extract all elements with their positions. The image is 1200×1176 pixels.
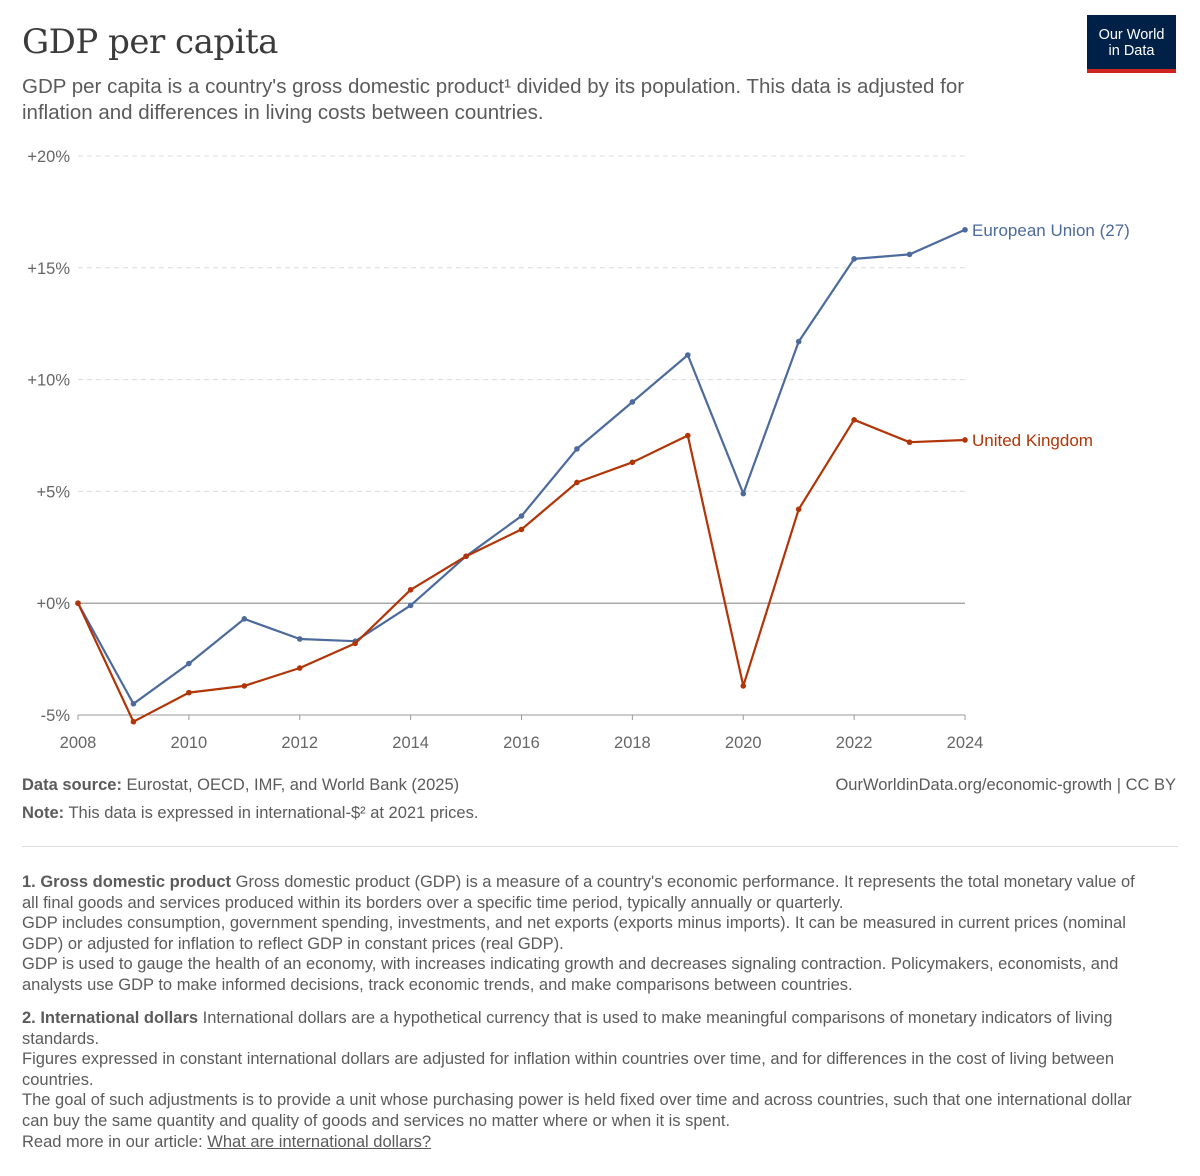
x-tick-label: 2010 — [171, 734, 208, 752]
data-point-uk — [518, 526, 525, 533]
x-tick-label: 2008 — [60, 734, 97, 752]
data-note: Note: This data is expressed in internat… — [22, 804, 478, 823]
footnote-1-line-3: GDP is used to gauge the health of an ec… — [22, 955, 1119, 994]
data-point-uk — [186, 689, 192, 696]
footnote-2-line-3: The goal of such adjustments is to provi… — [22, 1091, 1132, 1130]
data-point-eu — [629, 399, 636, 405]
series-labels: European Union (27) United Kingdom — [972, 221, 1130, 450]
y-tick-label: +0% — [37, 595, 71, 613]
data-point-eu — [518, 513, 525, 519]
data-point-eu — [962, 226, 968, 233]
chart-subtitle: GDP per capita is a country's gross dome… — [22, 75, 965, 124]
x-tick-label: 2020 — [725, 734, 762, 752]
data-source-label: Data source: — [22, 776, 122, 794]
data-point-eu — [186, 660, 192, 667]
data-point-uk — [75, 600, 81, 606]
footnote-2: 2. International dollars International d… — [22, 1008, 1152, 1152]
data-point-uk — [130, 718, 137, 725]
data-point-uk — [407, 586, 414, 593]
series-label-uk: United Kingdom — [972, 431, 1093, 450]
data-point-eu — [851, 256, 857, 262]
data-point-eu — [296, 636, 303, 642]
grid-layer — [78, 155, 965, 716]
data-source-text: Eurostat, OECD, IMF, and World Bank (202… — [126, 776, 460, 794]
data-point-eu — [740, 490, 747, 497]
data-point-eu — [795, 338, 802, 345]
footnote-2-line-2: Figures expressed in constant internatio… — [22, 1050, 1115, 1089]
x-tick-label: 2022 — [836, 734, 873, 752]
owid-logo[interactable]: Our World in Data — [1087, 15, 1176, 73]
data-point-eu — [241, 616, 248, 622]
series-layer — [75, 226, 968, 725]
series-label-eu: European Union (27) — [972, 221, 1130, 240]
y-tick-label: -5% — [41, 707, 71, 725]
note-text: This data is expressed in international-… — [68, 804, 479, 822]
y-tick-label: +5% — [37, 483, 71, 501]
footnote-1: 1. Gross domestic product Gross domestic… — [22, 872, 1152, 996]
footnote-2-line-1: International dollars are a hypothetical… — [22, 1009, 1113, 1048]
data-point-eu — [906, 251, 913, 258]
x-axis-ticks: 2008 2010 2012 2014 2016 2018 2020 2022 2024 — [60, 714, 984, 752]
series-line-uk — [77, 418, 966, 723]
x-tick-label: 2014 — [392, 734, 429, 752]
data-point-uk — [851, 417, 857, 423]
data-point-uk — [574, 479, 580, 486]
data-point-eu — [574, 446, 580, 452]
x-tick-label: 2016 — [503, 734, 540, 752]
data-point-eu — [685, 352, 691, 358]
note-label: Note: — [22, 804, 65, 822]
logo-line-2: in Data — [1108, 43, 1155, 59]
footnote-1-line-1: Gross domestic product (GDP) is a measur… — [22, 873, 1135, 912]
international-dollars-article-link[interactable]: What are international dollars? — [207, 1132, 432, 1151]
y-tick-label: +10% — [27, 372, 70, 390]
data-point-eu — [407, 602, 414, 609]
data-point-uk — [962, 437, 968, 443]
logo-line-1: Our World — [1098, 27, 1165, 43]
line-chart: -5%+0%+5%+10%+15%+20% 2008 2010 2012 2014 20… — [27, 148, 1130, 752]
data-point-eu — [130, 701, 137, 707]
data-point-uk — [795, 506, 802, 513]
data-point-uk — [241, 683, 248, 689]
data-point-uk — [352, 640, 358, 647]
data-point-uk — [740, 683, 747, 689]
data-source: Data source: Eurostat, OECD, IMF, and Wo… — [22, 776, 459, 795]
x-tick-label: 2012 — [281, 734, 318, 752]
x-tick-label: 2018 — [614, 734, 651, 752]
data-point-uk — [629, 459, 636, 466]
data-point-uk — [463, 553, 469, 560]
y-axis-ticks: -5% +0% +5% +10% +15% +20% — [27, 148, 70, 725]
y-tick-label: +15% — [27, 260, 70, 278]
footnote-1-heading: 1. Gross domestic product — [22, 873, 232, 891]
footnote-divider — [22, 846, 1178, 847]
footnote-2-heading: 2. International dollars — [22, 1009, 199, 1027]
x-tick-label: 2024 — [947, 734, 984, 752]
y-tick-label: +20% — [27, 148, 70, 166]
data-point-uk — [296, 665, 303, 671]
read-more-label: Read more in our article: — [22, 1132, 203, 1151]
series-line-eu — [77, 228, 966, 705]
license-link[interactable]: OurWorldinData.org/economic-growth | CC … — [835, 776, 1176, 794]
page-title: GDP per capita — [22, 22, 278, 62]
series-uk — [75, 417, 968, 725]
series-eu — [75, 226, 968, 707]
data-point-uk — [906, 439, 913, 446]
data-point-uk — [685, 432, 691, 439]
footnote-1-line-2: GDP includes consumption, government spe… — [22, 914, 1126, 953]
